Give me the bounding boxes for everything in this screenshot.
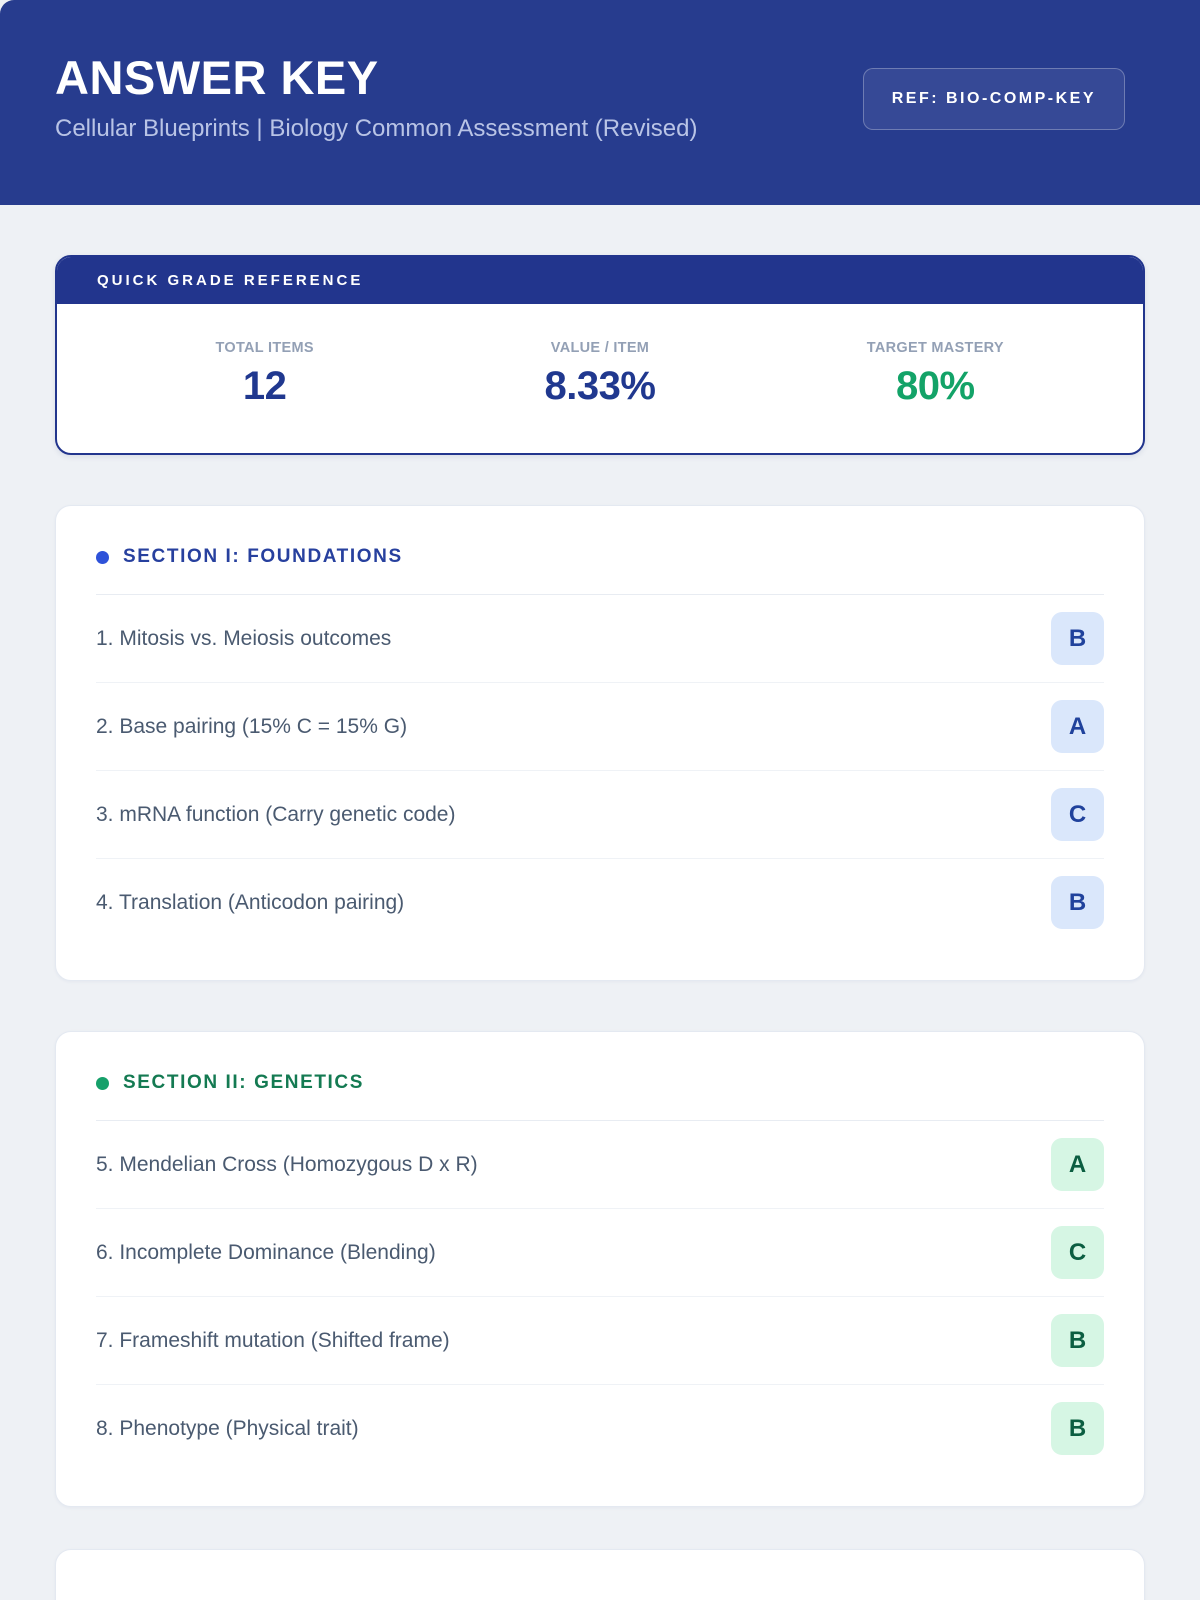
answer-badge: B bbox=[1051, 1402, 1104, 1455]
stat-value-per-item: VALUE / ITEM 8.33% bbox=[432, 340, 767, 409]
answer-row: 4. Translation (Anticodon pairing) B bbox=[96, 859, 1104, 946]
question-text: 1. Mitosis vs. Meiosis outcomes bbox=[96, 626, 392, 650]
section-title: SECTION II: GENETICS bbox=[123, 1072, 365, 1093]
stat-label: VALUE / ITEM bbox=[550, 340, 650, 356]
question-text: 7. Frameshift mutation (Shifted frame) bbox=[96, 1328, 450, 1352]
answer-row: 2. Base pairing (15% C = 15% G) A bbox=[96, 683, 1104, 771]
stat-label: TOTAL ITEMS bbox=[215, 340, 314, 356]
stat-target-mastery: TARGET MASTERY 80% bbox=[768, 340, 1103, 409]
answer-badge: C bbox=[1051, 788, 1104, 841]
question-text: 3. mRNA function (Carry genetic code) bbox=[96, 802, 456, 826]
section-dot-icon bbox=[96, 550, 109, 564]
question-text: 5. Mendelian Cross (Homozygous D x R) bbox=[96, 1152, 478, 1176]
quick-grade-reference-card: QUICK GRADE REFERENCE TOTAL ITEMS 12 VAL… bbox=[55, 255, 1145, 455]
answer-badge: A bbox=[1051, 1138, 1104, 1191]
answer-badge: C bbox=[1051, 1226, 1104, 1279]
page-subtitle: Cellular Blueprints | Biology Common Ass… bbox=[55, 115, 698, 142]
answer-badge: A bbox=[1051, 700, 1104, 753]
answer-badge: B bbox=[1051, 612, 1104, 665]
header-text-block: ANSWER KEY Cellular Blueprints | Biology… bbox=[55, 54, 697, 143]
divider bbox=[96, 594, 1104, 595]
answer-row: 8. Phenotype (Physical trait) B bbox=[96, 1385, 1104, 1472]
page-title: ANSWER KEY bbox=[55, 51, 379, 104]
section-card-partial bbox=[55, 1549, 1145, 1600]
ref-badge: REF: BIO-COMP-KEY bbox=[862, 68, 1125, 130]
section-title: SECTION I: FOUNDATIONS bbox=[123, 546, 403, 567]
section-card-genetics: SECTION II: GENETICS 5. Mendelian Cross … bbox=[55, 1031, 1145, 1507]
stat-value: 80% bbox=[896, 364, 975, 408]
answer-badge: B bbox=[1051, 1314, 1104, 1367]
page-header: ANSWER KEY Cellular Blueprints | Biology… bbox=[0, 0, 1200, 205]
section-header: SECTION II: GENETICS bbox=[96, 1072, 1104, 1094]
answer-row: 6. Incomplete Dominance (Blending) C bbox=[96, 1209, 1104, 1297]
question-text: 2. Base pairing (15% C = 15% G) bbox=[96, 714, 408, 738]
stat-label: TARGET MASTERY bbox=[866, 340, 1004, 356]
stat-value: 8.33% bbox=[544, 364, 656, 408]
stat-total-items: TOTAL ITEMS 12 bbox=[97, 340, 432, 409]
section-dot-icon bbox=[96, 1076, 109, 1090]
divider bbox=[96, 1120, 1104, 1121]
stat-value: 12 bbox=[242, 364, 287, 408]
question-text: 4. Translation (Anticodon pairing) bbox=[96, 890, 405, 914]
question-text: 8. Phenotype (Physical trait) bbox=[96, 1416, 359, 1440]
answer-badge: B bbox=[1051, 876, 1104, 929]
section-card-foundations: SECTION I: FOUNDATIONS 1. Mitosis vs. Me… bbox=[55, 505, 1145, 981]
answer-row: 3. mRNA function (Carry genetic code) C bbox=[96, 771, 1104, 859]
question-text: 6. Incomplete Dominance (Blending) bbox=[96, 1240, 436, 1264]
quick-grade-reference-title: QUICK GRADE REFERENCE bbox=[57, 257, 1143, 304]
quick-grade-stats: TOTAL ITEMS 12 VALUE / ITEM 8.33% TARGET… bbox=[57, 304, 1143, 453]
answer-row: 1. Mitosis vs. Meiosis outcomes B bbox=[96, 595, 1104, 683]
answer-row: 5. Mendelian Cross (Homozygous D x R) A bbox=[96, 1121, 1104, 1209]
section-header: SECTION I: FOUNDATIONS bbox=[96, 546, 1104, 568]
answer-row: 7. Frameshift mutation (Shifted frame) B bbox=[96, 1297, 1104, 1385]
